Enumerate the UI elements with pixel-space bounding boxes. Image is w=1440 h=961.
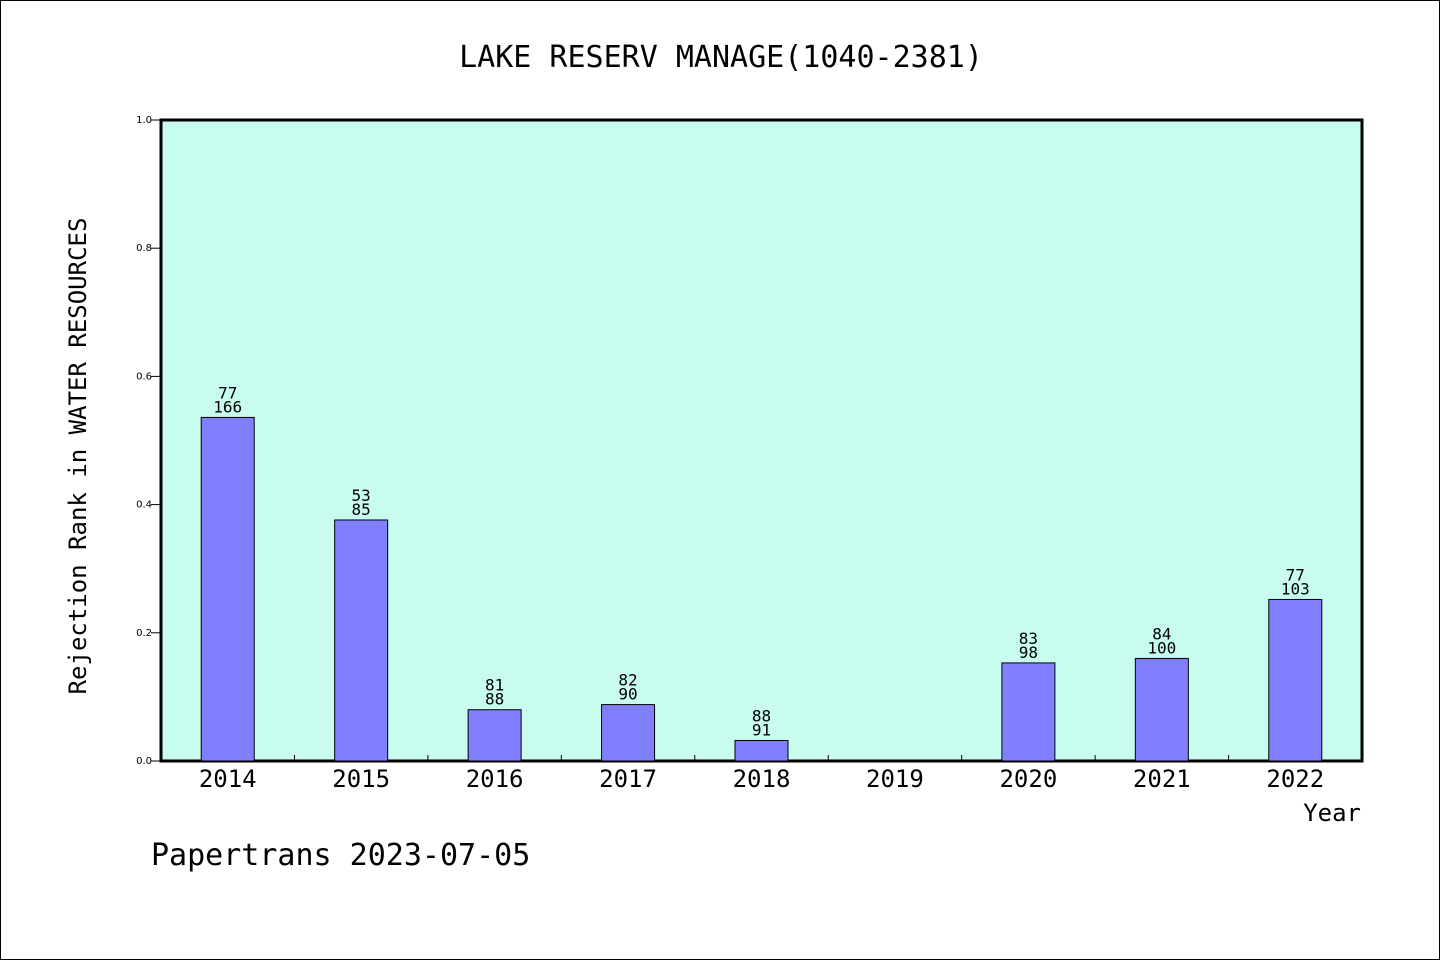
bar-label-top: 84 <box>1152 624 1171 643</box>
bar-label-top: 53 <box>352 486 371 505</box>
y-tick-label: 0.4 <box>136 500 152 511</box>
bar-label-bottom: 100 <box>1147 638 1176 657</box>
bar-label-bottom: 90 <box>618 685 637 704</box>
footer-stamp: Papertrans 2023-07-05 <box>151 838 530 873</box>
y-tick-label: 0.6 <box>136 371 152 382</box>
x-tick-label: 2020 <box>999 765 1057 793</box>
bar-label-top: 83 <box>1019 629 1038 648</box>
bars <box>200 416 1323 762</box>
bar-label-bottom: 98 <box>1019 643 1038 662</box>
y-axis-label: Rejection Rank in WATER RESOURCES <box>64 218 92 695</box>
bar-label-top: 77 <box>1286 565 1305 584</box>
bar-2022 <box>1268 598 1323 762</box>
x-tick-label: 2014 <box>199 765 257 793</box>
x-tick-label: 2022 <box>1266 765 1324 793</box>
x-tick-label: 2015 <box>332 765 390 793</box>
x-tick-label: 2017 <box>599 765 657 793</box>
bar-label-bottom: 85 <box>352 500 371 519</box>
bar-2018 <box>734 739 789 762</box>
bar-label-bottom: 91 <box>752 720 771 739</box>
bar-2016 <box>467 709 522 762</box>
bar-label-top: 82 <box>618 671 637 690</box>
y-tick-label: 0.2 <box>136 628 152 639</box>
bar-label-top: 77 <box>218 383 237 402</box>
bar-2014 <box>200 416 255 762</box>
bar-label-top: 88 <box>752 706 771 725</box>
y-tick-label: 0.0 <box>136 756 152 767</box>
bar-label-bottom: 88 <box>485 690 504 709</box>
bar-label-bottom: 166 <box>213 397 242 416</box>
bar-2021 <box>1134 657 1189 762</box>
x-axis-label: Year <box>1303 799 1361 827</box>
x-tick-label: 2016 <box>466 765 524 793</box>
bar-2017 <box>601 704 656 762</box>
bar-label-bottom: 103 <box>1281 579 1310 598</box>
bar-label-top: 81 <box>485 676 504 695</box>
chart-title: LAKE RESERV MANAGE(1040-2381) <box>459 40 983 75</box>
x-tick-label: 2019 <box>866 765 924 793</box>
bar-2020 <box>1001 662 1056 762</box>
y-tick-label: 0.8 <box>136 243 152 254</box>
y-axis: 0.0 0.2 0.4 0.6 0.8 1.0 <box>136 115 161 767</box>
y-tick-label: 1.0 <box>136 115 152 126</box>
x-tick-label: 2021 <box>1133 765 1191 793</box>
x-tick-label: 2018 <box>733 765 791 793</box>
x-axis: 2014 2015 2016 2017 2018 2019 2020 2021 2022 <box>199 755 1324 793</box>
bar-2015 <box>334 519 389 762</box>
